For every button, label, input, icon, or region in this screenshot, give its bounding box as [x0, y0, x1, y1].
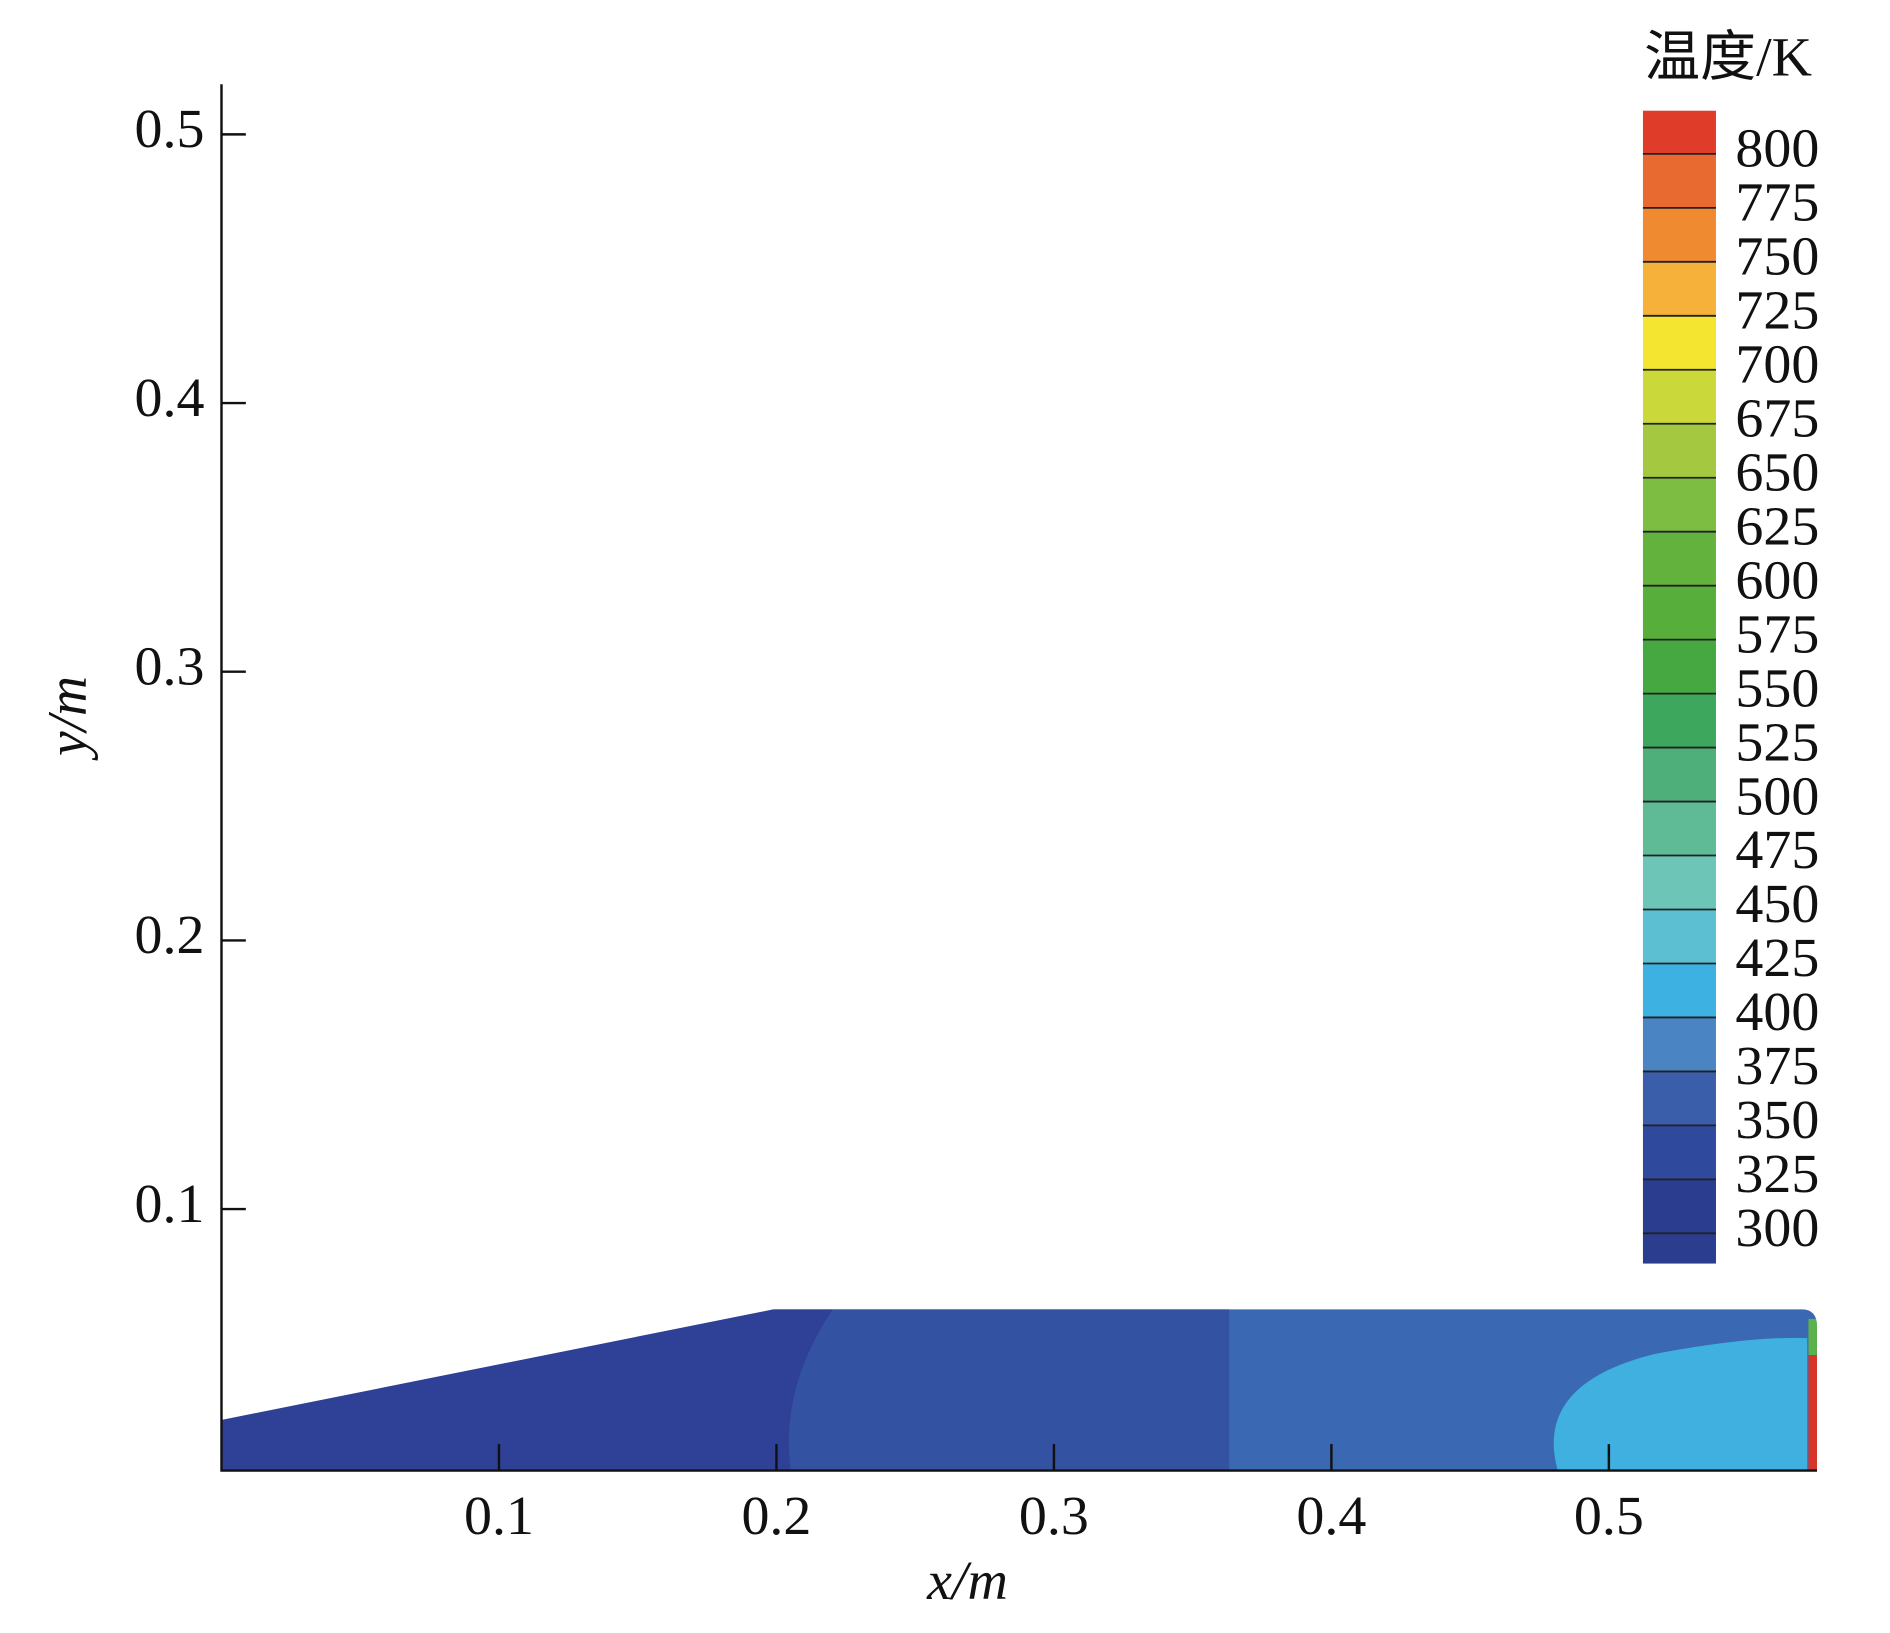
colorbar-label: 750 — [1735, 226, 1819, 288]
colorbar-band — [1642, 909, 1716, 964]
colorbar-band — [1642, 477, 1716, 532]
colorbar-label: 550 — [1735, 658, 1819, 720]
field-region — [1808, 1355, 1817, 1471]
colorbar-label: 325 — [1735, 1143, 1819, 1205]
y-tick-label: 0.5 — [134, 98, 204, 160]
colorbar-label: 625 — [1735, 496, 1819, 558]
colorbar-title: 温度/K — [1644, 27, 1812, 89]
y-axis-label: y/m — [37, 676, 99, 761]
colorbar-band — [1642, 207, 1716, 262]
colorbar-label: 375 — [1735, 1035, 1819, 1097]
colorbar-label: 675 — [1735, 388, 1819, 450]
colorbar-label: 500 — [1735, 766, 1819, 828]
x-tick-label: 0.2 — [741, 1485, 811, 1547]
colorbar-band — [1642, 153, 1716, 208]
colorbar-label: 775 — [1735, 172, 1819, 234]
y-tick-label: 0.3 — [134, 636, 204, 698]
colorbar-label: 425 — [1735, 927, 1819, 989]
colorbar-band — [1642, 1071, 1716, 1126]
y-tick-label: 0.2 — [134, 904, 204, 966]
colorbar-band — [1642, 585, 1716, 640]
x-tick-label: 0.3 — [1019, 1485, 1089, 1547]
field-region — [789, 1309, 1230, 1471]
colorbar-band — [1642, 801, 1716, 856]
colorbar-band — [1642, 639, 1716, 694]
colorbar-band — [1642, 1125, 1716, 1180]
x-tick-label: 0.1 — [464, 1485, 534, 1547]
colorbar-band — [1642, 315, 1716, 370]
colorbar-label: 800 — [1735, 118, 1819, 180]
colorbar-label: 450 — [1735, 873, 1819, 935]
x-tick-label: 0.4 — [1296, 1485, 1366, 1547]
colorbar-band — [1642, 261, 1716, 316]
x-tick-label: 0.5 — [1574, 1485, 1644, 1547]
y-tick-label: 0.1 — [134, 1173, 204, 1235]
colorbar-band — [1642, 693, 1716, 748]
colorbar-label: 650 — [1735, 442, 1819, 504]
colorbar-band — [1642, 531, 1716, 586]
colorbar-label: 350 — [1735, 1089, 1819, 1151]
temperature-field — [221, 1309, 1817, 1471]
field-region — [221, 1309, 840, 1471]
colorbar-band — [1642, 369, 1716, 424]
colorbar-band — [1642, 1017, 1716, 1072]
colorbar-label: 575 — [1735, 604, 1819, 666]
colorbar-label: 725 — [1735, 280, 1819, 342]
colorbar-band — [1642, 747, 1716, 802]
field-region — [1808, 1318, 1817, 1356]
colorbar-band — [1642, 110, 1716, 154]
colorbar-label: 600 — [1735, 550, 1819, 612]
colorbar-label: 475 — [1735, 820, 1819, 882]
colorbar-label: 400 — [1735, 981, 1819, 1043]
colorbar-label: 700 — [1735, 334, 1819, 396]
colorbar-band — [1642, 963, 1716, 1018]
axes-frame — [220, 84, 1817, 1472]
y-tick-label: 0.4 — [134, 367, 204, 429]
colorbar-band — [1642, 1179, 1716, 1264]
colorbar-label: 525 — [1735, 712, 1819, 774]
colorbar-band — [1642, 423, 1716, 478]
x-axis-label: x/m — [926, 1550, 1008, 1612]
field-region — [1553, 1337, 1808, 1471]
colorbar-band — [1642, 855, 1716, 910]
colorbar-label: 300 — [1735, 1197, 1819, 1259]
